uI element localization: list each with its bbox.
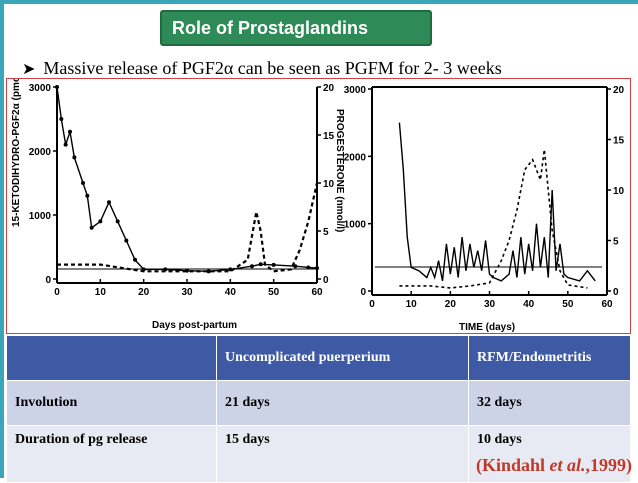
y-tick-label: 1000 — [29, 211, 52, 222]
y-tick-label: 0 — [360, 287, 366, 298]
x-tick-label: 30 — [484, 299, 496, 310]
pgfm-data-point — [107, 200, 111, 205]
y2-tick-label: 20 — [323, 83, 335, 94]
table-cell: Duration of pg release — [6, 425, 217, 483]
bullet-point: ➤ Massive release of PGF2α can be seen as… — [22, 58, 502, 79]
table-cell: 10 days — [468, 425, 631, 483]
table-header-cell — [6, 335, 217, 381]
y2-tick-label: 0 — [323, 275, 329, 286]
pgfm-data-point — [271, 262, 276, 267]
x-tick-label: 0 — [54, 287, 60, 298]
x-tick-label: 10 — [406, 299, 418, 310]
right-x-label: TIME (days) — [459, 322, 515, 333]
x-tick-label: 60 — [311, 287, 323, 298]
pgfm-data-point — [206, 269, 211, 274]
pgfm-data-point — [306, 265, 311, 270]
pgfm-data-point — [98, 219, 103, 224]
figure-svg: 15-KETODIHYDRO-PGF2α (pmol/l) PROGESTERO… — [11, 64, 625, 333]
pgfm-data-point — [89, 225, 94, 230]
y2-tick-label: 5 — [323, 227, 329, 238]
x-tick-label: 60 — [601, 299, 613, 310]
y-tick-label: 2000 — [29, 147, 52, 158]
pgfm-data-point — [258, 262, 263, 267]
table-row: Duration of pg release 15 days 10 days — [6, 425, 631, 483]
x-tick-label: 20 — [445, 299, 457, 310]
x-tick-label: 50 — [562, 299, 574, 310]
y-tick-label: 0 — [45, 275, 51, 286]
x-tick-label: 40 — [523, 299, 535, 310]
pgfm-data-point — [115, 219, 120, 224]
table-header-cell: RFM/Endometritis — [468, 335, 631, 381]
pgfm-series-line — [398, 122, 596, 282]
citation: (Kindahl et al.,1999) — [476, 455, 632, 476]
y-tick-label: 3000 — [29, 83, 52, 94]
pgfm-data-point — [124, 238, 129, 243]
y2-tick-label: 15 — [613, 136, 625, 147]
table-cell: 21 days — [216, 380, 469, 426]
slide-border-left — [0, 0, 4, 478]
bullet-text: Massive release of PGF2α can be seen as … — [43, 58, 502, 78]
pgfm-data-point — [68, 129, 72, 134]
pgfm-data-point — [293, 264, 298, 269]
table-cell: Involution — [6, 380, 217, 426]
pgfm-data-point — [133, 257, 137, 262]
y-tick-label: 3000 — [344, 85, 367, 96]
table-cell: 32 days — [468, 380, 631, 426]
right-chart: TIME (days) 0 10 20 30 40 50 60 0100020003000 … — [344, 85, 625, 333]
y2-tick-label: 5 — [613, 237, 619, 248]
progesterone-series-line — [57, 182, 319, 273]
comparison-table: Uncomplicated puerperium RFM/Endometriti… — [6, 335, 631, 483]
pgfm-data-point — [250, 264, 254, 269]
figure-panel: 15-KETODIHYDRO-PGF2α (pmol/l) PROGESTERO… — [6, 64, 631, 334]
pgfm-data-point — [63, 142, 68, 147]
table-header-row: Uncomplicated puerperium RFM/Endometriti… — [6, 335, 631, 381]
y2-tick-label: 10 — [323, 179, 335, 190]
x-tick-label: 0 — [369, 299, 375, 310]
x-tick-label: 20 — [138, 287, 150, 298]
pgfm-data-point — [85, 193, 90, 198]
table-cell: 15 days — [216, 425, 469, 483]
x-tick-label: 30 — [181, 287, 193, 298]
citation-suffix: ,1999) — [585, 455, 633, 475]
y2-tick-label: 0 — [613, 287, 619, 298]
left-chart: 15-KETODIHYDRO-PGF2α (pmol/l) PROGESTERO… — [11, 64, 345, 331]
slide-border-top — [0, 0, 638, 4]
x-tick-label: 40 — [225, 287, 237, 298]
x-tick-label: 10 — [95, 287, 107, 298]
left-x-label: Days post-partum — [152, 320, 237, 331]
y2-tick-label: 15 — [323, 131, 335, 142]
y2-tick-label: 20 — [613, 85, 625, 96]
pgfm-data-point — [59, 117, 64, 121]
left-y2-label: PROGESTERONE (nmol/l) — [334, 109, 345, 232]
table-header-cell: Uncomplicated puerperium — [216, 335, 469, 381]
x-tick-label: 50 — [268, 287, 280, 298]
y-tick-label: 1000 — [344, 220, 367, 231]
y-tick-label: 2000 — [344, 152, 367, 163]
pgfm-data-point — [315, 266, 319, 271]
y2-tick-label: 10 — [613, 186, 625, 197]
arrow-bullet-icon: ➤ — [22, 61, 36, 78]
pgfm-series-line — [56, 86, 318, 273]
left-y-label: 15-KETODIHYDRO-PGF2α (pmol/l) — [11, 79, 22, 227]
citation-prefix: (Kindahl — [475, 455, 550, 475]
pgfm-data-point — [81, 181, 85, 185]
pgfm-data-point — [55, 85, 59, 89]
citation-italic: et al. — [549, 455, 586, 475]
pgfm-data-point — [72, 155, 77, 160]
slide-title: Role of Prostaglandins — [160, 10, 432, 46]
table-row: Involution 21 days 32 days — [6, 380, 631, 426]
